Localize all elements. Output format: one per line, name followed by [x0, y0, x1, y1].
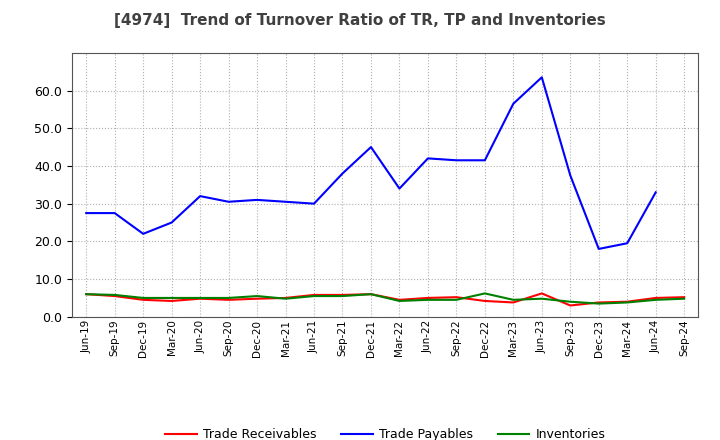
Inventories — [196, 295, 204, 301]
Trade Receivables — [82, 292, 91, 297]
Trade Payables — [423, 156, 432, 161]
Trade Receivables — [452, 294, 461, 300]
Trade Receivables — [225, 297, 233, 302]
Trade Payables — [110, 210, 119, 216]
Inventories — [480, 291, 489, 296]
Inventories — [139, 295, 148, 301]
Inventories — [595, 301, 603, 306]
Trade Receivables — [480, 298, 489, 304]
Inventories — [395, 298, 404, 304]
Inventories — [623, 300, 631, 305]
Inventories — [338, 293, 347, 299]
Inventories — [366, 292, 375, 297]
Trade Receivables — [139, 297, 148, 302]
Trade Payables — [139, 231, 148, 236]
Trade Receivables — [253, 296, 261, 301]
Trade Payables — [310, 201, 318, 206]
Trade Payables — [167, 220, 176, 225]
Trade Receivables — [110, 293, 119, 299]
Trade Payables — [366, 144, 375, 150]
Trade Payables — [652, 190, 660, 195]
Trade Payables — [452, 158, 461, 163]
Inventories — [167, 295, 176, 301]
Trade Receivables — [167, 298, 176, 304]
Trade Payables — [338, 171, 347, 176]
Inventories — [82, 292, 91, 297]
Trade Payables — [225, 199, 233, 205]
Trade Payables — [253, 197, 261, 202]
Trade Receivables — [310, 292, 318, 297]
Trade Payables — [196, 194, 204, 199]
Trade Payables — [566, 173, 575, 178]
Trade Payables — [82, 210, 91, 216]
Trade Receivables — [623, 299, 631, 304]
Inventories — [282, 296, 290, 301]
Text: [4974]  Trend of Turnover Ratio of TR, TP and Inventories: [4974] Trend of Turnover Ratio of TR, TP… — [114, 13, 606, 28]
Inventories — [652, 297, 660, 302]
Trade Receivables — [423, 295, 432, 301]
Line: Trade Payables: Trade Payables — [86, 77, 656, 249]
Inventories — [566, 299, 575, 304]
Trade Receivables — [566, 303, 575, 308]
Inventories — [225, 295, 233, 301]
Trade Payables — [395, 186, 404, 191]
Trade Payables — [623, 241, 631, 246]
Trade Payables — [509, 101, 518, 106]
Trade Payables — [537, 75, 546, 80]
Trade Receivables — [282, 295, 290, 301]
Inventories — [680, 296, 688, 301]
Trade Receivables — [509, 300, 518, 305]
Inventories — [310, 293, 318, 299]
Trade Payables — [595, 246, 603, 252]
Trade Receivables — [595, 300, 603, 305]
Inventories — [423, 297, 432, 302]
Trade Payables — [480, 158, 489, 163]
Inventories — [253, 293, 261, 299]
Trade Receivables — [652, 295, 660, 301]
Inventories — [509, 297, 518, 302]
Inventories — [110, 292, 119, 297]
Trade Receivables — [680, 294, 688, 300]
Line: Trade Receivables: Trade Receivables — [86, 293, 684, 305]
Trade Receivables — [338, 292, 347, 297]
Trade Payables — [282, 199, 290, 205]
Trade Receivables — [537, 291, 546, 296]
Inventories — [537, 296, 546, 301]
Line: Inventories: Inventories — [86, 293, 684, 304]
Trade Receivables — [395, 297, 404, 302]
Trade Receivables — [366, 292, 375, 297]
Trade Receivables — [196, 296, 204, 301]
Legend: Trade Receivables, Trade Payables, Inventories: Trade Receivables, Trade Payables, Inven… — [161, 423, 610, 440]
Inventories — [452, 297, 461, 302]
